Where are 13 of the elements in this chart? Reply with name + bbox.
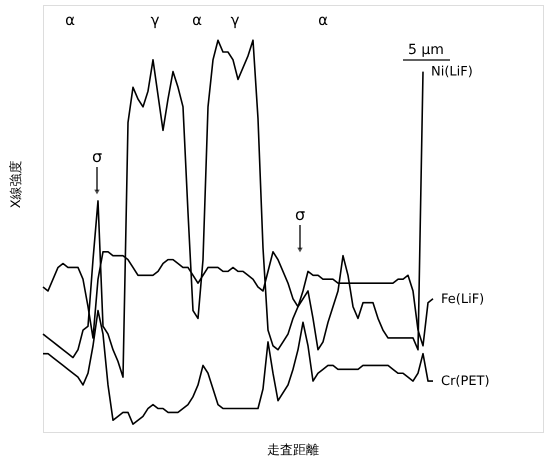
y-axis-title: X線強度 [8, 160, 24, 208]
series-label: Fe(LiF) [441, 292, 484, 307]
text: α [192, 11, 202, 29]
series-label: Cr(PET) [441, 374, 490, 390]
text: γ [230, 11, 240, 29]
annotation: 5 µm [408, 42, 444, 58]
text: γ [150, 11, 160, 29]
annotation: σ [92, 147, 102, 166]
legend-label: Ni(LiF) [431, 64, 473, 80]
x-axis-title: 走査距離 [267, 443, 319, 458]
text: α [65, 11, 76, 29]
annotation: σ [294, 205, 306, 224]
text: α [318, 11, 328, 29]
